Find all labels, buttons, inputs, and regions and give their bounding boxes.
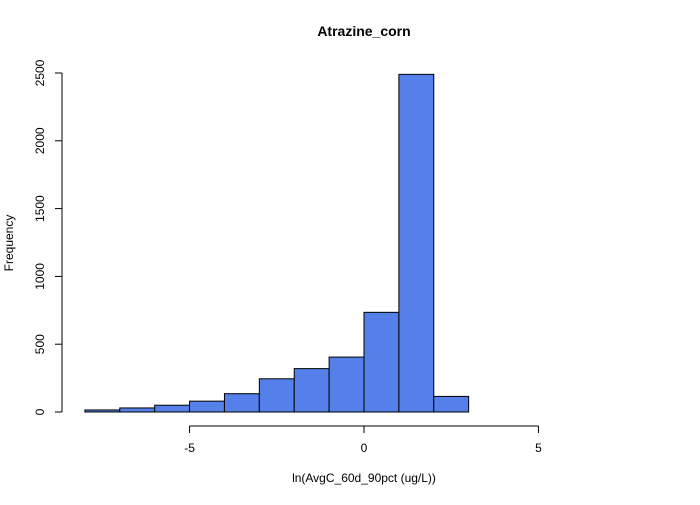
- histogram-bar: [258, 378, 295, 413]
- y-tick-label: 0: [33, 408, 47, 415]
- histogram-bar: [154, 404, 191, 413]
- y-axis-label: Frequency: [2, 215, 16, 272]
- histogram-bar: [363, 311, 400, 413]
- x-tick-label: 0: [361, 441, 368, 455]
- histogram-bar: [433, 395, 470, 413]
- x-tick-label: 5: [535, 441, 542, 455]
- histogram-bar: [293, 368, 330, 413]
- chart-title: Atrazine_corn: [317, 23, 410, 39]
- bars-layer: [84, 73, 470, 413]
- x-axis: -5 0 5: [184, 425, 542, 455]
- y-tick-label: 500: [33, 334, 47, 354]
- histogram-bar: [119, 407, 156, 413]
- histogram-bar: [398, 73, 435, 413]
- histogram-bar: [223, 393, 260, 413]
- y-tick-label: 1000: [33, 263, 47, 290]
- histogram-bar: [84, 409, 121, 413]
- histogram-bar: [189, 400, 225, 413]
- y-axis: 0 500 1000 1500 2000 2500: [33, 59, 63, 415]
- histogram-bar: [328, 356, 365, 413]
- y-tick-label: 2000: [33, 127, 47, 154]
- x-tick-label: -5: [184, 441, 195, 455]
- y-tick-label: 1500: [33, 195, 47, 222]
- x-axis-label: ln(AvgC_60d_90pct (ug/L)): [292, 471, 436, 485]
- y-tick-label: 2500: [33, 59, 47, 86]
